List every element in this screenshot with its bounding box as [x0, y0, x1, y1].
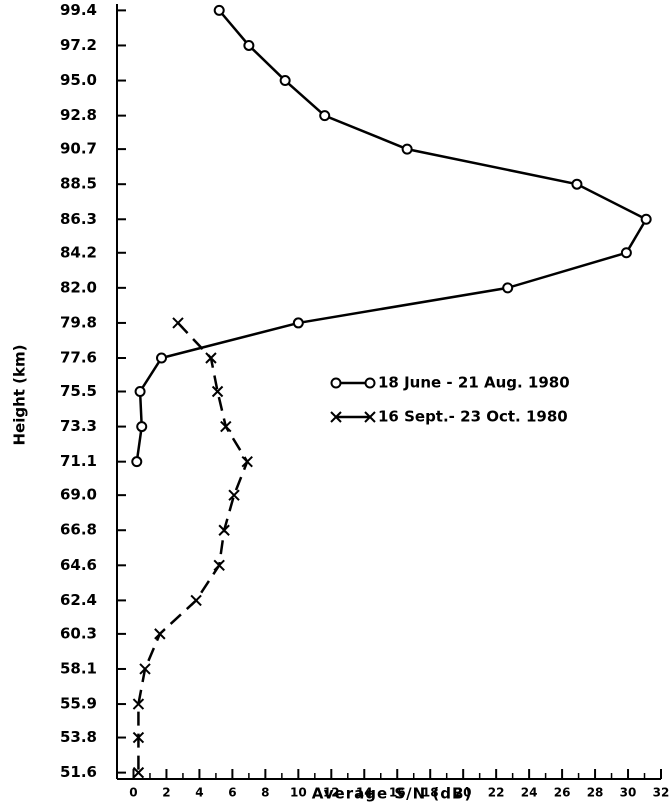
x-tick-label: 8	[261, 786, 269, 800]
x-tick-label: 10	[290, 786, 307, 800]
marker	[139, 663, 151, 675]
y-tick-label: 62.4	[60, 591, 97, 609]
y-tick-label: 69.0	[60, 486, 97, 504]
marker	[330, 377, 342, 389]
y-tick-label: 99.4	[60, 1, 97, 19]
series-line	[135, 9, 648, 462]
marker	[156, 352, 168, 364]
x-tick-label: 32	[653, 786, 670, 800]
marker	[319, 110, 331, 122]
marker	[154, 628, 166, 640]
y-tick-label: 55.9	[60, 695, 97, 713]
y-tick-label: 73.3	[60, 417, 97, 435]
y-tick-label: 88.5	[60, 175, 97, 193]
marker	[243, 39, 255, 51]
marker	[228, 489, 240, 501]
marker	[190, 594, 202, 607]
marker	[364, 411, 376, 423]
marker	[502, 282, 514, 294]
x-tick-label: 18	[422, 786, 439, 800]
marker	[241, 455, 253, 468]
marker	[364, 377, 376, 389]
marker	[401, 143, 413, 155]
y-tick-label: 92.8	[60, 106, 97, 124]
marker	[292, 317, 304, 329]
y-tick-label: 84.2	[60, 243, 97, 261]
y-tick-label: 97.2	[60, 36, 97, 54]
x-tick-label: 0	[129, 786, 137, 800]
x-tick-label: 24	[521, 786, 538, 800]
marker	[205, 352, 217, 364]
marker	[330, 411, 342, 423]
y-tick-label: 60.3	[60, 624, 97, 642]
x-tick-label: 14	[356, 786, 373, 800]
marker	[132, 766, 145, 779]
marker	[172, 317, 184, 329]
y-tick-label: 86.3	[60, 210, 97, 228]
marker	[640, 213, 652, 225]
marker	[132, 698, 145, 710]
marker	[136, 421, 148, 433]
series-line	[137, 322, 249, 773]
marker	[220, 420, 232, 433]
marker	[620, 247, 632, 259]
y-axis-label: Height (km)	[11, 345, 29, 446]
x-tick-label: 2	[162, 786, 170, 800]
x-tick-label: 20	[455, 786, 472, 800]
y-tick-label: 95.0	[60, 71, 97, 89]
x-tick-label: 26	[554, 786, 571, 800]
marker	[218, 524, 230, 536]
marker	[213, 4, 225, 16]
x-tick-label: 30	[620, 786, 637, 800]
y-tick-label: 58.1	[60, 659, 97, 677]
marker	[213, 559, 225, 572]
y-tick-label: 64.6	[60, 556, 97, 574]
x-tick-label: 12	[323, 786, 340, 800]
x-tick-label: 4	[195, 786, 203, 800]
marker	[571, 178, 583, 190]
legend-label: 18 June - 21 Aug. 1980	[378, 374, 570, 392]
y-tick-label: 77.6	[60, 349, 97, 367]
y-tick-label: 53.8	[60, 728, 97, 746]
marker	[132, 731, 145, 744]
x-tick-label: 28	[587, 786, 604, 800]
y-tick-label: 79.8	[60, 313, 97, 331]
y-tick-label: 66.8	[60, 521, 97, 539]
x-axis-label: Average S/N (dB)	[312, 785, 473, 803]
marker	[211, 385, 224, 398]
y-tick-label: 71.1	[60, 452, 97, 470]
x-tick-label: 16	[389, 786, 406, 800]
marker	[279, 75, 291, 87]
marker	[131, 456, 143, 468]
y-tick-label: 90.7	[60, 140, 97, 158]
y-tick-label: 75.5	[60, 382, 97, 400]
x-tick-label: 6	[228, 786, 236, 800]
legend-label: 16 Sept.- 23 Oct. 1980	[378, 408, 568, 426]
y-tick-label: 82.0	[60, 278, 97, 296]
marker	[134, 386, 146, 397]
x-tick-label: 22	[488, 786, 505, 800]
y-tick-label: 51.6	[60, 763, 97, 781]
